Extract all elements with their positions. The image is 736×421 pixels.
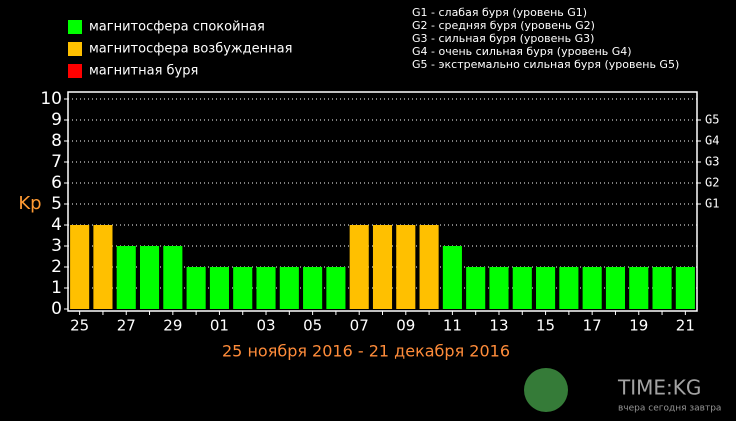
bar bbox=[70, 225, 90, 309]
legend-swatch bbox=[68, 42, 82, 56]
watermark-title: TIME:KG bbox=[617, 376, 701, 400]
legend-label: магнитосфера спокойная bbox=[89, 20, 265, 35]
bar bbox=[116, 246, 136, 309]
x-tick-label: 27 bbox=[117, 317, 136, 335]
x-tick-label: 09 bbox=[396, 317, 415, 335]
y-tick-label: 0 bbox=[51, 299, 62, 319]
watermark-tagline: вчера сегодня завтра bbox=[618, 404, 721, 414]
legend-label: магнитосфера возбужденная bbox=[89, 42, 292, 57]
bar bbox=[419, 225, 439, 309]
y-tick-label: 1 bbox=[51, 278, 62, 298]
y2-tick-label: G5 bbox=[705, 113, 719, 127]
bar bbox=[256, 267, 276, 309]
x-tick-label: 15 bbox=[536, 317, 555, 335]
y-tick-label: 6 bbox=[51, 173, 62, 193]
x-tick-label: 17 bbox=[583, 317, 602, 335]
bar bbox=[605, 267, 626, 309]
x-tick-label: 01 bbox=[210, 317, 229, 335]
x-tick-label: 13 bbox=[489, 317, 508, 335]
y-tick-label: 10 bbox=[40, 89, 62, 109]
x-tick-label: 03 bbox=[256, 317, 275, 335]
x-tick-label: 21 bbox=[676, 317, 695, 335]
bar bbox=[559, 267, 579, 309]
y-axis-label: Kp bbox=[18, 193, 41, 214]
bar bbox=[396, 225, 416, 309]
legend-label: магнитная буря bbox=[89, 64, 198, 79]
y2-tick-label: G1 bbox=[705, 197, 719, 211]
x-tick-label: 19 bbox=[629, 317, 648, 335]
watermark-logo bbox=[524, 368, 568, 412]
storm-level-note: G1 - слабая буря (уровень G1) bbox=[412, 6, 587, 19]
y2-tick-label: G3 bbox=[705, 155, 719, 169]
bar bbox=[442, 246, 462, 309]
bar bbox=[139, 246, 160, 309]
bar bbox=[163, 246, 183, 309]
bar bbox=[93, 225, 113, 309]
bar bbox=[186, 267, 206, 309]
x-tick-label: 11 bbox=[443, 317, 462, 335]
y-tick-label: 9 bbox=[51, 110, 62, 130]
bar bbox=[349, 225, 369, 309]
bar bbox=[209, 267, 229, 309]
bar bbox=[582, 267, 602, 309]
legend-swatch bbox=[68, 64, 82, 78]
storm-level-note: G2 - средняя буря (уровень G2) bbox=[412, 19, 595, 32]
bar bbox=[303, 267, 323, 309]
storm-level-note: G4 - очень сильная буря (уровень G4) bbox=[412, 45, 632, 58]
storm-level-note: G5 - экстремально сильная буря (уровень … bbox=[412, 58, 679, 71]
x-axis-label: 25 ноября 2016 - 21 декабря 2016 bbox=[222, 342, 510, 361]
bar bbox=[512, 267, 532, 309]
bar bbox=[652, 267, 672, 309]
bar bbox=[233, 267, 253, 309]
bar bbox=[675, 267, 695, 309]
storm-level-note: G3 - сильная буря (уровень G3) bbox=[412, 32, 594, 45]
bar bbox=[326, 267, 346, 309]
bar bbox=[466, 267, 486, 309]
bar bbox=[489, 267, 509, 309]
legend-swatch bbox=[68, 20, 82, 34]
x-tick-label: 05 bbox=[303, 317, 322, 335]
bar bbox=[629, 267, 649, 309]
y-tick-label: 8 bbox=[51, 131, 62, 151]
y-tick-label: 7 bbox=[51, 152, 62, 172]
y-tick-label: 3 bbox=[51, 236, 62, 256]
y2-tick-label: G2 bbox=[705, 176, 719, 190]
bar bbox=[536, 267, 556, 309]
bar bbox=[279, 267, 299, 309]
y-tick-label: 2 bbox=[51, 257, 62, 277]
x-tick-label: 07 bbox=[350, 317, 369, 335]
x-tick-label: 25 bbox=[70, 317, 89, 335]
y-tick-label: 5 bbox=[51, 194, 62, 214]
x-tick-label: 29 bbox=[163, 317, 182, 335]
y-tick-label: 4 bbox=[51, 215, 62, 235]
y2-tick-label: G4 bbox=[705, 134, 719, 148]
bar bbox=[372, 225, 393, 309]
